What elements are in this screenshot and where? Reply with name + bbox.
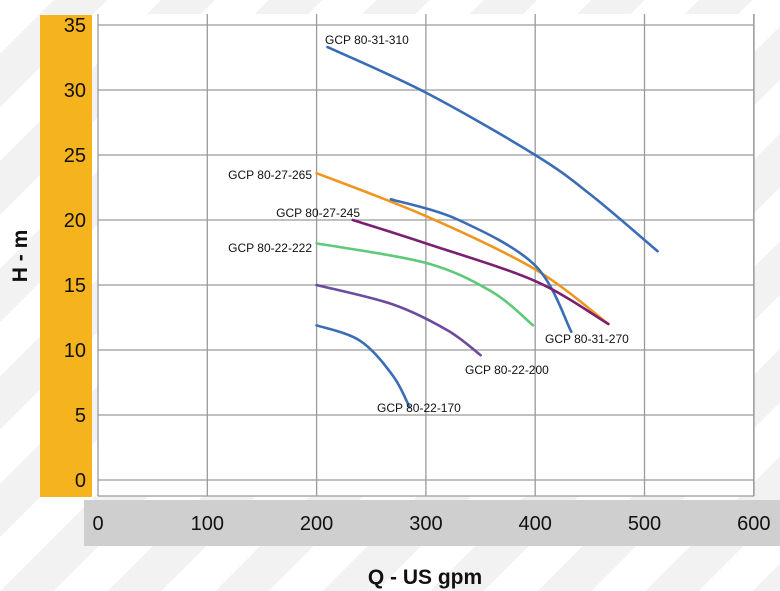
series-label: GCP 80-31-310 xyxy=(325,33,409,47)
series-line xyxy=(326,45,659,253)
series-label: GCP 80-22-222 xyxy=(228,241,312,255)
y-tick-label: 35 xyxy=(64,15,86,37)
series-label: GCP 80-27-245 xyxy=(276,206,360,220)
y-tick-label: 15 xyxy=(64,275,86,297)
y-tick-label: 20 xyxy=(64,210,86,232)
x-tick-label: 400 xyxy=(519,513,552,535)
grid-lines xyxy=(97,14,755,497)
y-axis-label: H - m xyxy=(9,230,32,283)
y-axis-band xyxy=(40,15,92,497)
x-tick-labels: 0 100 200 300 400 500 600 xyxy=(92,513,770,535)
series-line xyxy=(389,197,573,334)
series-label: GCP 80-22-200 xyxy=(465,363,549,377)
series-line xyxy=(315,171,610,326)
series-line xyxy=(315,324,411,409)
x-tick-label: 200 xyxy=(300,513,333,535)
y-tick-label: 30 xyxy=(64,80,86,102)
series-labels: GCP 80-31-310 GCP 80-27-265 GCP 80-31-270 G… xyxy=(228,33,629,415)
x-axis-band xyxy=(84,500,780,546)
y-tick-label: 0 xyxy=(75,470,86,492)
series-label: GCP 80-31-270 xyxy=(545,332,629,346)
y-tick-label: 10 xyxy=(64,340,86,362)
x-tick-label: 300 xyxy=(409,513,442,535)
series-label: GCP 80-27-265 xyxy=(228,168,312,182)
x-tick-label: 600 xyxy=(737,513,770,535)
x-tick-label: 0 xyxy=(92,513,103,535)
x-tick-label: 500 xyxy=(628,513,661,535)
x-tick-label: 100 xyxy=(191,513,224,535)
series-line xyxy=(315,242,535,327)
y-tick-label: 25 xyxy=(64,145,86,167)
y-tick-label: 5 xyxy=(75,405,86,427)
series-line xyxy=(315,283,482,357)
series-line xyxy=(351,218,610,326)
series-lines xyxy=(315,45,659,409)
series-label: GCP 80-22-170 xyxy=(377,401,461,415)
x-axis-label: Q - US gpm xyxy=(368,566,482,589)
y-tick-labels: 0 5 10 15 20 25 30 35 xyxy=(64,15,86,492)
